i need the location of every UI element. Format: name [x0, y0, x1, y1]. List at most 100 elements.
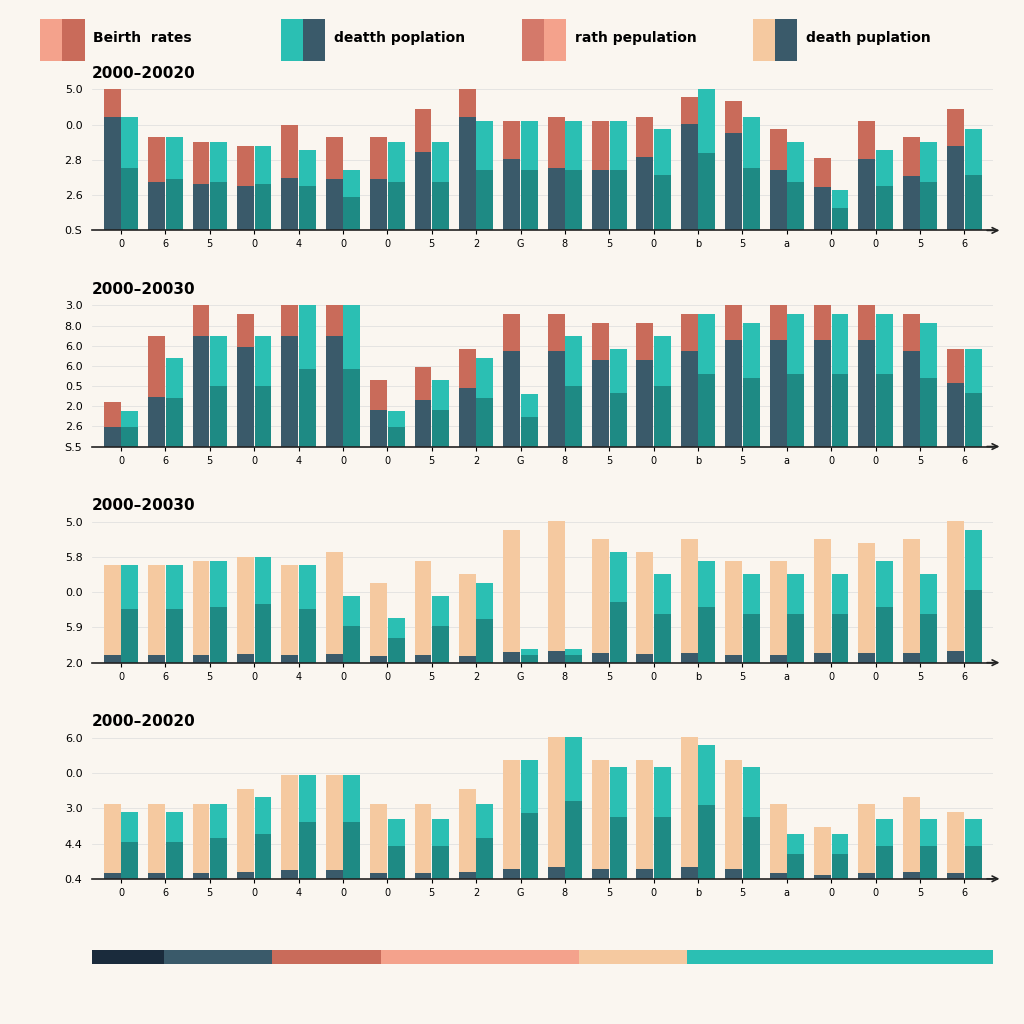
Bar: [742, 767, 760, 817]
Bar: [947, 651, 964, 663]
Bar: [303, 18, 326, 60]
Bar: [609, 767, 627, 817]
Bar: [876, 186, 893, 230]
Bar: [770, 305, 786, 340]
Bar: [831, 374, 849, 446]
Bar: [255, 336, 271, 386]
Bar: [299, 565, 315, 609]
Bar: [193, 805, 210, 872]
Bar: [725, 561, 742, 654]
Bar: [609, 393, 627, 446]
Bar: [681, 351, 697, 446]
Bar: [814, 826, 830, 874]
Bar: [299, 369, 315, 446]
Bar: [681, 314, 697, 351]
Bar: [255, 834, 271, 879]
Bar: [687, 949, 993, 965]
Bar: [725, 654, 742, 663]
Bar: [272, 949, 381, 965]
Bar: [831, 614, 849, 663]
Bar: [415, 400, 431, 446]
Bar: [476, 121, 494, 170]
Bar: [122, 812, 138, 842]
Bar: [504, 760, 520, 869]
Bar: [965, 590, 982, 663]
Bar: [637, 323, 653, 359]
Bar: [415, 110, 431, 152]
Bar: [299, 774, 315, 821]
Bar: [326, 774, 343, 870]
Bar: [725, 101, 742, 133]
Bar: [122, 427, 138, 446]
Bar: [281, 18, 303, 60]
Bar: [787, 314, 804, 374]
Bar: [193, 872, 210, 879]
Bar: [565, 121, 582, 170]
Bar: [548, 168, 564, 230]
Bar: [210, 805, 227, 838]
Bar: [148, 397, 165, 446]
Bar: [326, 552, 343, 654]
Bar: [148, 805, 165, 872]
Bar: [388, 412, 404, 427]
Bar: [255, 183, 271, 230]
Text: 2000–20030: 2000–20030: [92, 282, 196, 297]
Bar: [415, 152, 431, 230]
Bar: [947, 145, 964, 230]
Bar: [947, 110, 964, 145]
Bar: [148, 137, 165, 182]
Bar: [415, 805, 431, 872]
Bar: [548, 118, 564, 168]
Bar: [504, 351, 520, 446]
Bar: [388, 427, 404, 446]
Bar: [831, 854, 849, 879]
Bar: [92, 949, 164, 965]
Bar: [210, 141, 227, 181]
Bar: [814, 652, 830, 663]
Bar: [415, 561, 431, 654]
Bar: [876, 607, 893, 663]
Bar: [654, 129, 671, 175]
Bar: [903, 137, 920, 176]
Bar: [459, 349, 476, 388]
Bar: [388, 181, 404, 230]
Bar: [282, 774, 298, 870]
Bar: [255, 386, 271, 446]
Bar: [698, 744, 716, 805]
Bar: [921, 181, 937, 230]
Bar: [654, 574, 671, 614]
Bar: [609, 170, 627, 230]
Bar: [654, 336, 671, 386]
Bar: [326, 870, 343, 879]
Bar: [787, 141, 804, 181]
Bar: [654, 817, 671, 879]
Text: rath pepulation: rath pepulation: [574, 32, 696, 45]
Bar: [299, 609, 315, 663]
Bar: [122, 609, 138, 663]
Bar: [858, 653, 876, 663]
Bar: [947, 521, 964, 651]
Bar: [103, 402, 121, 427]
Bar: [609, 817, 627, 879]
Bar: [770, 561, 786, 654]
Bar: [164, 949, 272, 965]
Bar: [742, 614, 760, 663]
Text: death puplation: death puplation: [806, 32, 931, 45]
Bar: [681, 124, 697, 230]
Bar: [237, 314, 254, 347]
Bar: [210, 181, 227, 230]
Bar: [592, 121, 609, 170]
Bar: [814, 186, 830, 230]
Text: Beirth  rates: Beirth rates: [93, 32, 193, 45]
Bar: [965, 393, 982, 446]
Bar: [210, 561, 227, 607]
Bar: [193, 336, 210, 446]
Bar: [548, 867, 564, 879]
Bar: [299, 186, 315, 230]
Bar: [637, 552, 653, 654]
Bar: [698, 561, 716, 607]
Bar: [381, 949, 579, 965]
Bar: [476, 838, 494, 879]
Bar: [103, 427, 121, 446]
Bar: [548, 521, 564, 651]
